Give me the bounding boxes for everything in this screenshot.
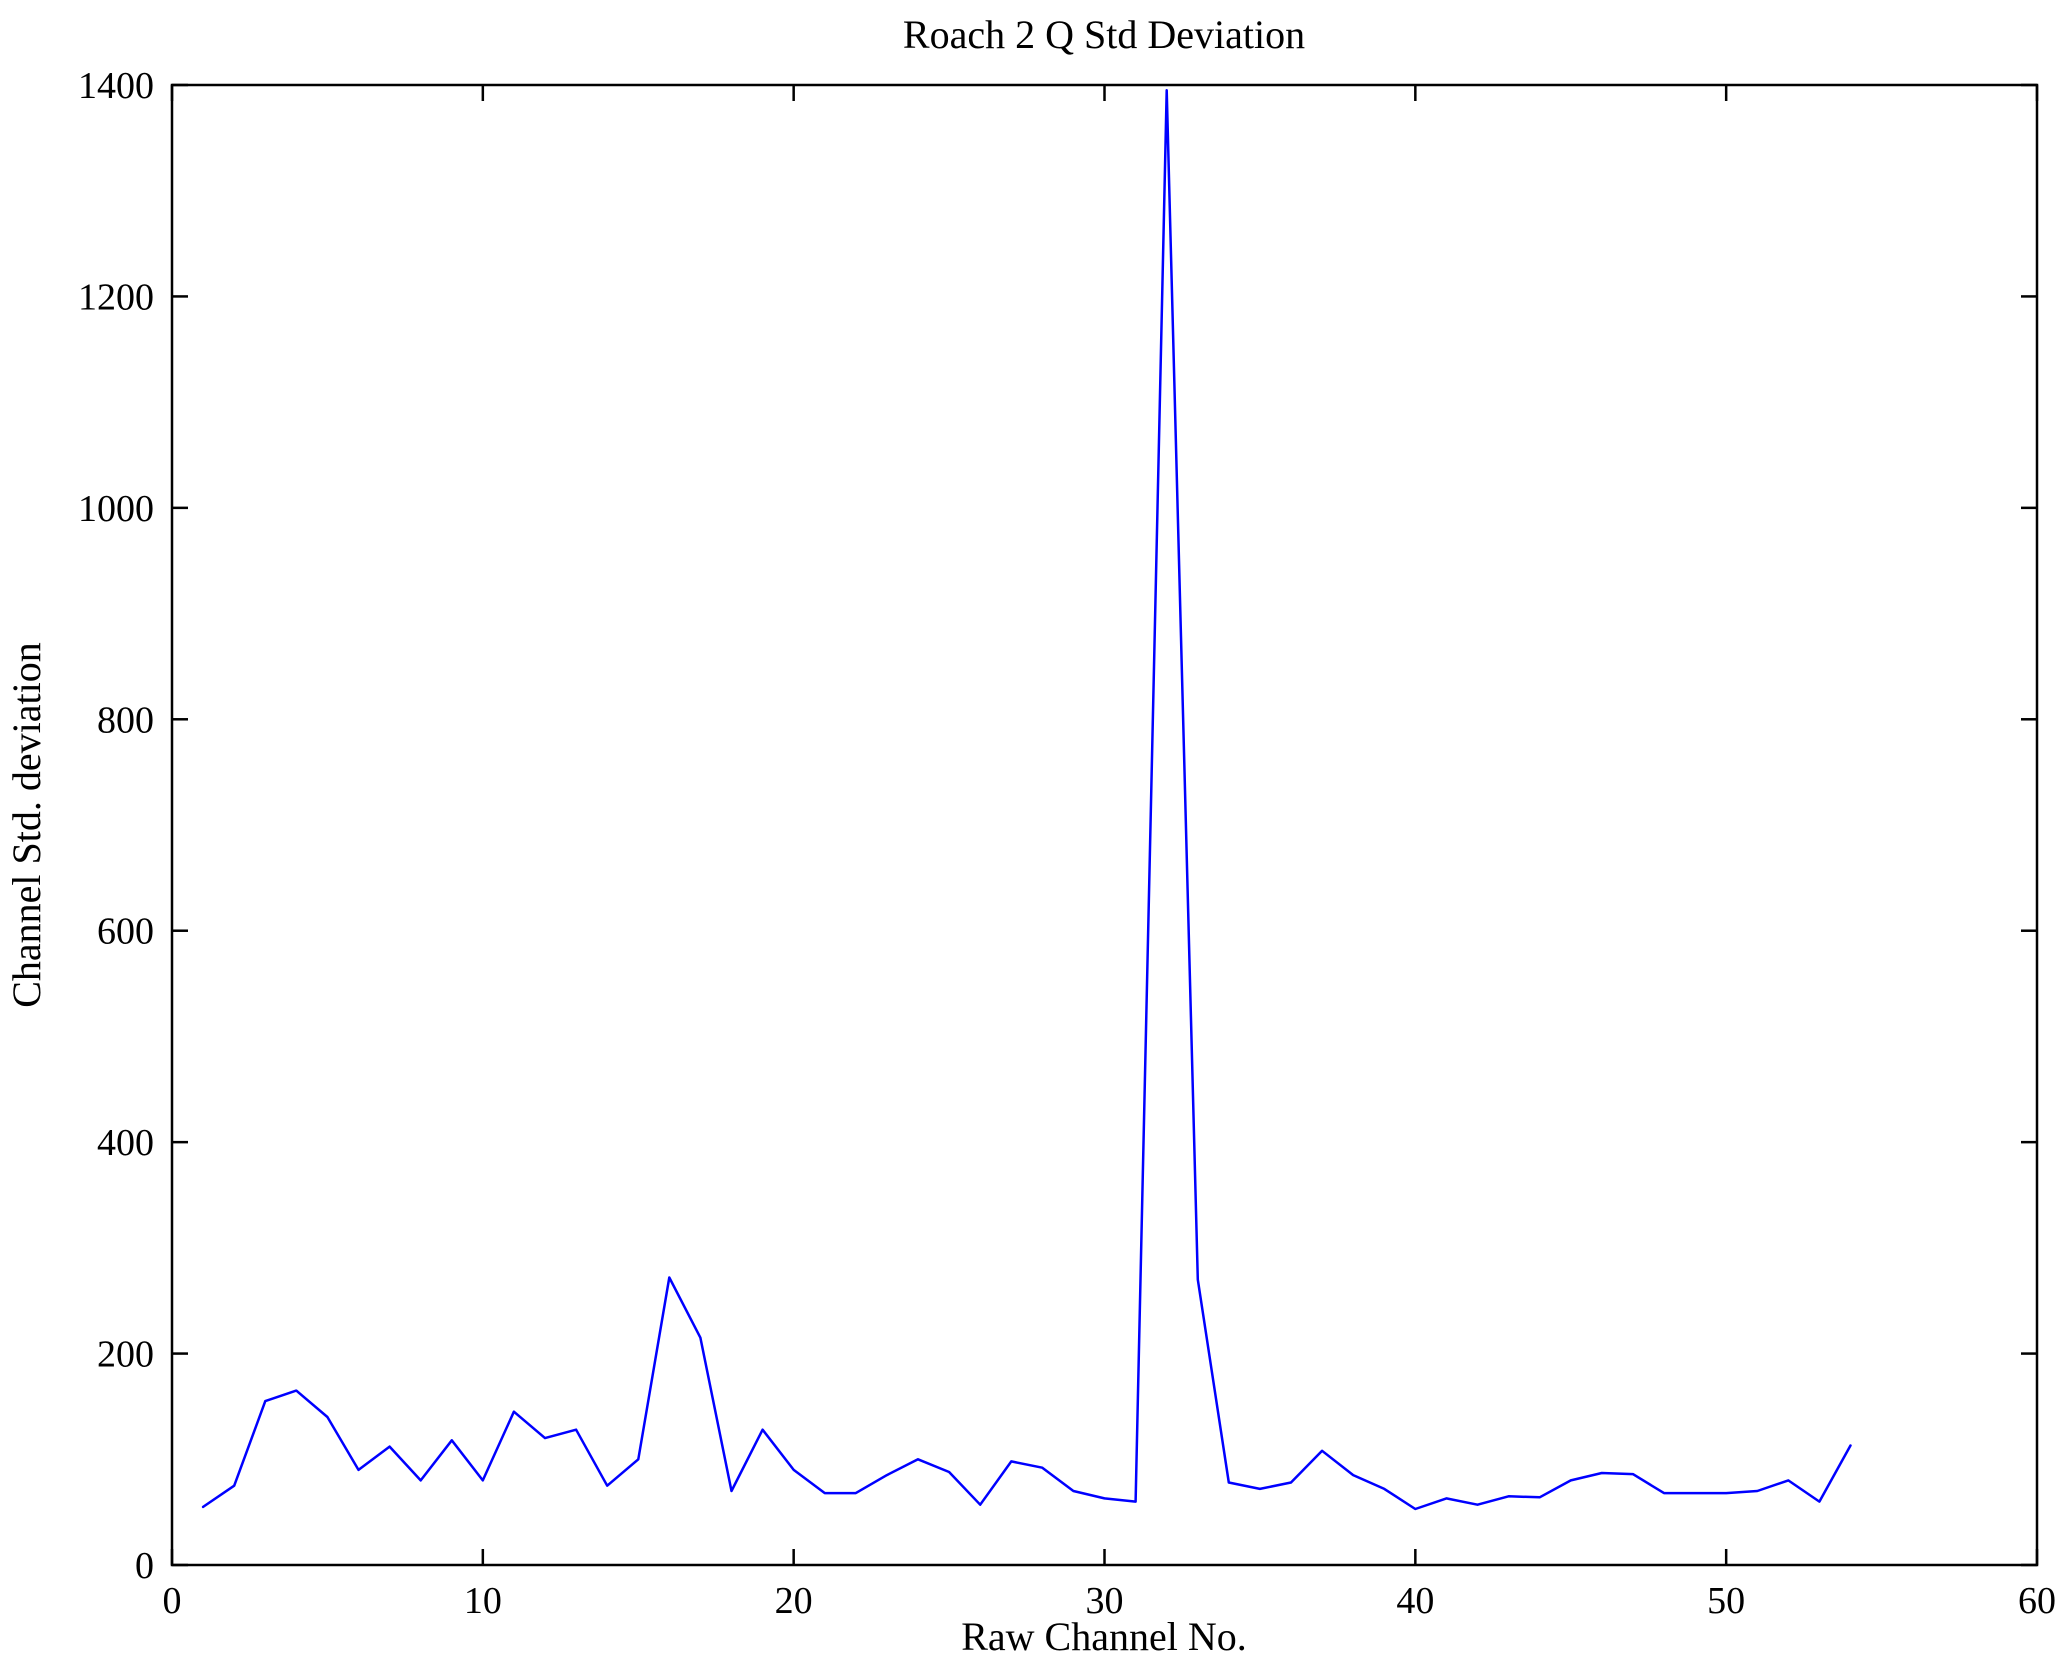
y-axis-label: Channel Std. deviation: [4, 642, 49, 1008]
y-tick-label: 600: [97, 911, 154, 953]
x-tick-label: 20: [775, 1580, 813, 1622]
data-series: [201, 89, 1852, 1511]
line-series: [201, 89, 1852, 1511]
x-axis-label: Raw Channel No.: [961, 1614, 1247, 1659]
x-tick-label: 0: [163, 1580, 182, 1622]
x-tick-label: 40: [1396, 1580, 1434, 1622]
x-tick-label: 50: [1707, 1580, 1745, 1622]
y-tick-label: 1400: [78, 65, 154, 107]
x-tick-label: 60: [2018, 1580, 2056, 1622]
x-tick-label: 10: [464, 1580, 502, 1622]
y-tick-label: 800: [97, 699, 154, 741]
chart-title: Roach 2 Q Std Deviation: [903, 12, 1305, 57]
axes-frame: [170, 83, 2039, 1567]
x-tick-label: 30: [1086, 1580, 1124, 1622]
y-tick-label: 0: [135, 1545, 154, 1587]
y-tick-label: 200: [97, 1334, 154, 1376]
y-tick-label: 400: [97, 1122, 154, 1164]
y-tick-label: 1200: [78, 276, 154, 318]
y-tick-label: 1000: [78, 488, 154, 530]
